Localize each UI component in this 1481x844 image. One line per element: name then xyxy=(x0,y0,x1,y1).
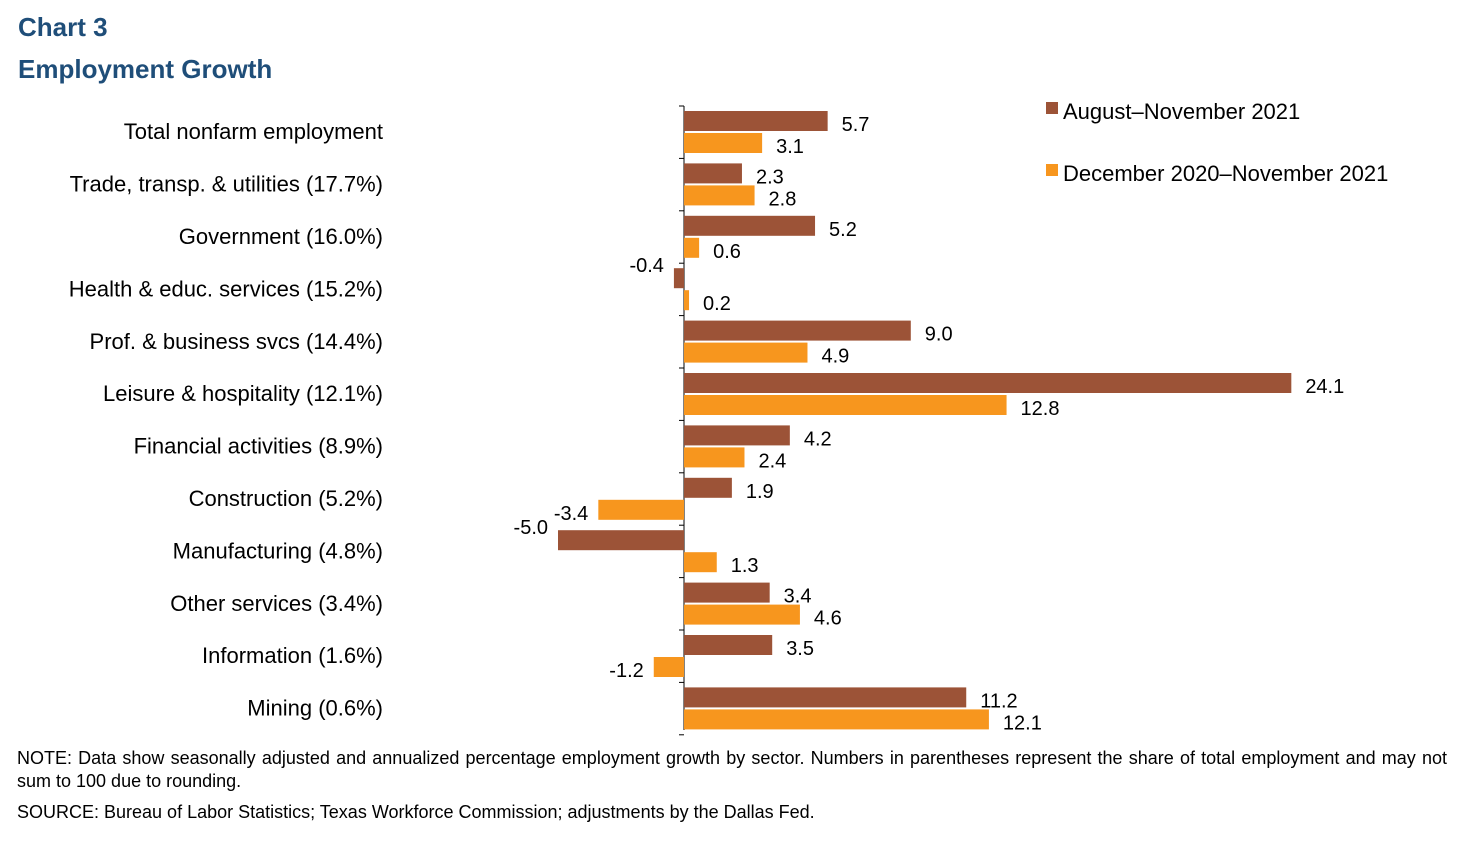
category-label: Total nonfarm employment xyxy=(124,119,383,144)
bar-series-1 xyxy=(684,477,732,498)
data-label: 0.6 xyxy=(713,241,741,263)
data-label: 4.9 xyxy=(821,346,849,368)
data-label: 2.3 xyxy=(756,166,784,188)
category-label: Government (16.0%) xyxy=(179,224,383,249)
data-label: -0.4 xyxy=(629,255,663,277)
bar-series-1 xyxy=(684,320,911,341)
bar-series-1 xyxy=(684,687,967,708)
chart-note: NOTE: Data show seasonally adjusted and … xyxy=(17,748,1447,791)
legend-label: December 2020–November 2021 xyxy=(1063,161,1388,186)
chart-number: Chart 3 xyxy=(18,12,108,42)
category-label: Other services (3.4%) xyxy=(170,591,383,616)
data-label: 3.4 xyxy=(784,586,812,608)
bar-series-1 xyxy=(684,635,773,655)
bar-series-1 xyxy=(684,582,770,603)
data-label: 12.1 xyxy=(1003,712,1042,734)
category-label: Manufacturing (4.8%) xyxy=(173,538,383,563)
bar-series-2 xyxy=(684,552,717,573)
category-label: Financial activities (8.9%) xyxy=(134,434,383,459)
data-label: 3.1 xyxy=(776,136,804,158)
legend-label: August–November 2021 xyxy=(1063,99,1300,124)
bar-series-2 xyxy=(684,290,690,311)
bar-series-2 xyxy=(684,395,1007,415)
bar-series-1 xyxy=(684,163,742,184)
data-label: 3.5 xyxy=(786,638,814,660)
bar-series-2 xyxy=(598,499,684,520)
data-label: 5.2 xyxy=(829,219,857,241)
bar-series-1 xyxy=(558,530,684,551)
data-label: 2.4 xyxy=(758,450,786,472)
data-label: -5.0 xyxy=(514,517,548,539)
category-label: Health & educ. services (15.2%) xyxy=(69,276,383,301)
data-label: 5.7 xyxy=(842,114,870,136)
data-label: 1.3 xyxy=(731,555,759,577)
data-label: 4.6 xyxy=(814,608,842,630)
bar-series-2 xyxy=(684,709,989,730)
chart-source: SOURCE: Bureau of Labor Statistics; Texa… xyxy=(17,802,815,822)
data-label: 1.9 xyxy=(746,481,774,503)
data-label: 12.8 xyxy=(1021,398,1060,420)
bar-series-2 xyxy=(684,342,808,363)
category-label: Prof. & business svcs (14.4%) xyxy=(90,329,383,354)
data-label: 4.2 xyxy=(804,428,832,450)
category-label: Leisure & hospitality (12.1%) xyxy=(103,381,383,406)
data-label: -1.2 xyxy=(609,660,643,682)
bar-series-2 xyxy=(684,604,800,625)
bar-series-2 xyxy=(684,133,763,153)
bar-series-1 xyxy=(673,268,684,289)
category-label: Mining (0.6%) xyxy=(247,696,383,721)
data-label: 11.2 xyxy=(980,690,1017,712)
bar-series-2 xyxy=(684,447,745,468)
bar-series-1 xyxy=(684,373,1292,393)
legend-swatch xyxy=(1046,164,1058,176)
bar-series-2 xyxy=(684,237,700,258)
bar-series-2 xyxy=(653,657,684,677)
chart-title: Employment Growth xyxy=(18,54,273,84)
category-label: Construction (5.2%) xyxy=(189,486,383,511)
bar-series-2 xyxy=(684,185,755,206)
legend-swatch xyxy=(1046,102,1058,114)
category-label: Information (1.6%) xyxy=(202,643,383,668)
bar-chart: Total nonfarm employment 5.7 3.1 Trade, tra… xyxy=(69,99,1388,736)
bar-series-1 xyxy=(684,215,816,236)
data-label: 24.1 xyxy=(1305,376,1344,398)
data-label: -3.4 xyxy=(554,503,588,525)
data-label: 9.0 xyxy=(925,324,953,346)
category-label: Trade, transp. & utilities (17.7%) xyxy=(70,172,383,197)
bar-series-1 xyxy=(684,111,828,131)
bar-series-1 xyxy=(684,425,790,446)
data-label: 0.2 xyxy=(703,293,731,315)
data-label: 2.8 xyxy=(769,188,797,210)
